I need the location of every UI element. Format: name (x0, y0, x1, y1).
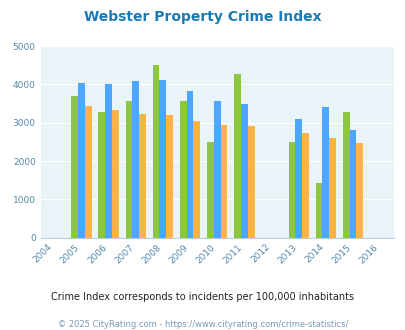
Bar (328, 138, 335, 238)
Bar (159, 80, 166, 238)
Bar (234, 74, 241, 238)
Bar (315, 183, 322, 238)
Text: © 2025 CityRating.com - https://www.cityrating.com/crime-statistics/: © 2025 CityRating.com - https://www.city… (58, 320, 347, 329)
Bar (85, 106, 91, 238)
Bar (112, 110, 118, 238)
Bar (71, 96, 78, 238)
Bar (288, 142, 294, 238)
Bar (139, 114, 145, 238)
Bar (241, 104, 247, 238)
Bar (356, 143, 362, 238)
Bar (193, 121, 200, 238)
Bar (98, 112, 105, 238)
Bar (322, 108, 328, 238)
Bar (220, 125, 227, 238)
Bar (152, 65, 159, 238)
Bar (213, 101, 220, 238)
Bar (247, 126, 254, 238)
Bar (132, 82, 139, 238)
Bar (78, 83, 85, 238)
Bar (179, 101, 186, 238)
Text: Webster Property Crime Index: Webster Property Crime Index (84, 10, 321, 24)
Bar (294, 118, 301, 238)
Text: Crime Index corresponds to incidents per 100,000 inhabitants: Crime Index corresponds to incidents per… (51, 292, 354, 302)
Bar (301, 133, 308, 238)
Bar (207, 142, 213, 238)
Bar (105, 84, 112, 238)
Bar (342, 112, 349, 238)
Bar (166, 115, 173, 238)
Bar (186, 91, 193, 238)
Bar (349, 130, 356, 238)
Bar (125, 101, 132, 238)
